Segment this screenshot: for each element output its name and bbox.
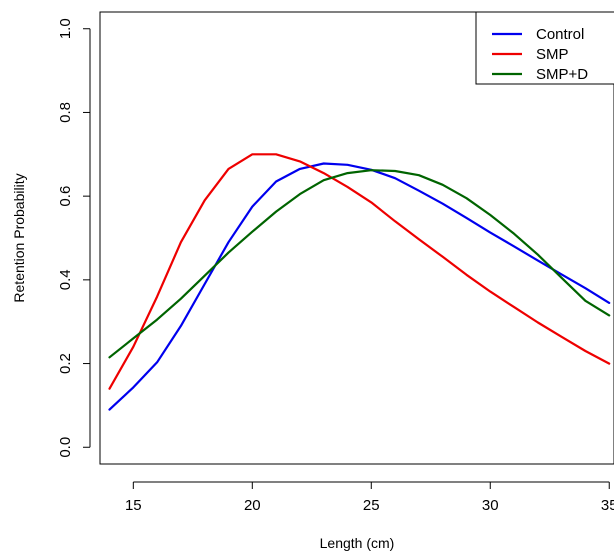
y-tick-label: 0.8 <box>57 102 74 123</box>
x-axis: 15 20 25 30 35 <box>125 481 614 514</box>
x-tick-label: 35 <box>601 497 614 514</box>
y-tick-label: 0.2 <box>57 353 74 374</box>
series-line-smp <box>108 153 611 390</box>
x-tick-label: 20 <box>244 497 261 514</box>
y-axis: 0.0 0.2 0.4 0.6 0.8 1.0 <box>57 18 91 458</box>
y-tick-label: 0.4 <box>57 269 74 290</box>
legend-label: Control <box>536 26 584 43</box>
series-line-smp-d <box>108 169 611 359</box>
series-line-control <box>108 162 611 411</box>
legend-label: SMP <box>536 46 569 63</box>
legend-box <box>475 11 614 85</box>
x-axis-title: Length (cm) <box>320 535 395 551</box>
y-tick-label: 0.6 <box>57 186 74 207</box>
plot-area <box>108 153 611 411</box>
y-tick-label: 0.0 <box>57 437 74 458</box>
x-tick-label: 15 <box>125 497 142 514</box>
x-tick-label: 25 <box>363 497 380 514</box>
y-axis-title: Retention Probability <box>11 173 27 302</box>
plot-box <box>99 11 614 465</box>
y-tick-label: 1.0 <box>57 18 74 39</box>
legend-label: SMP+D <box>536 66 588 83</box>
x-tick-label: 30 <box>482 497 499 514</box>
legend: Control SMP SMP+D <box>475 11 614 85</box>
